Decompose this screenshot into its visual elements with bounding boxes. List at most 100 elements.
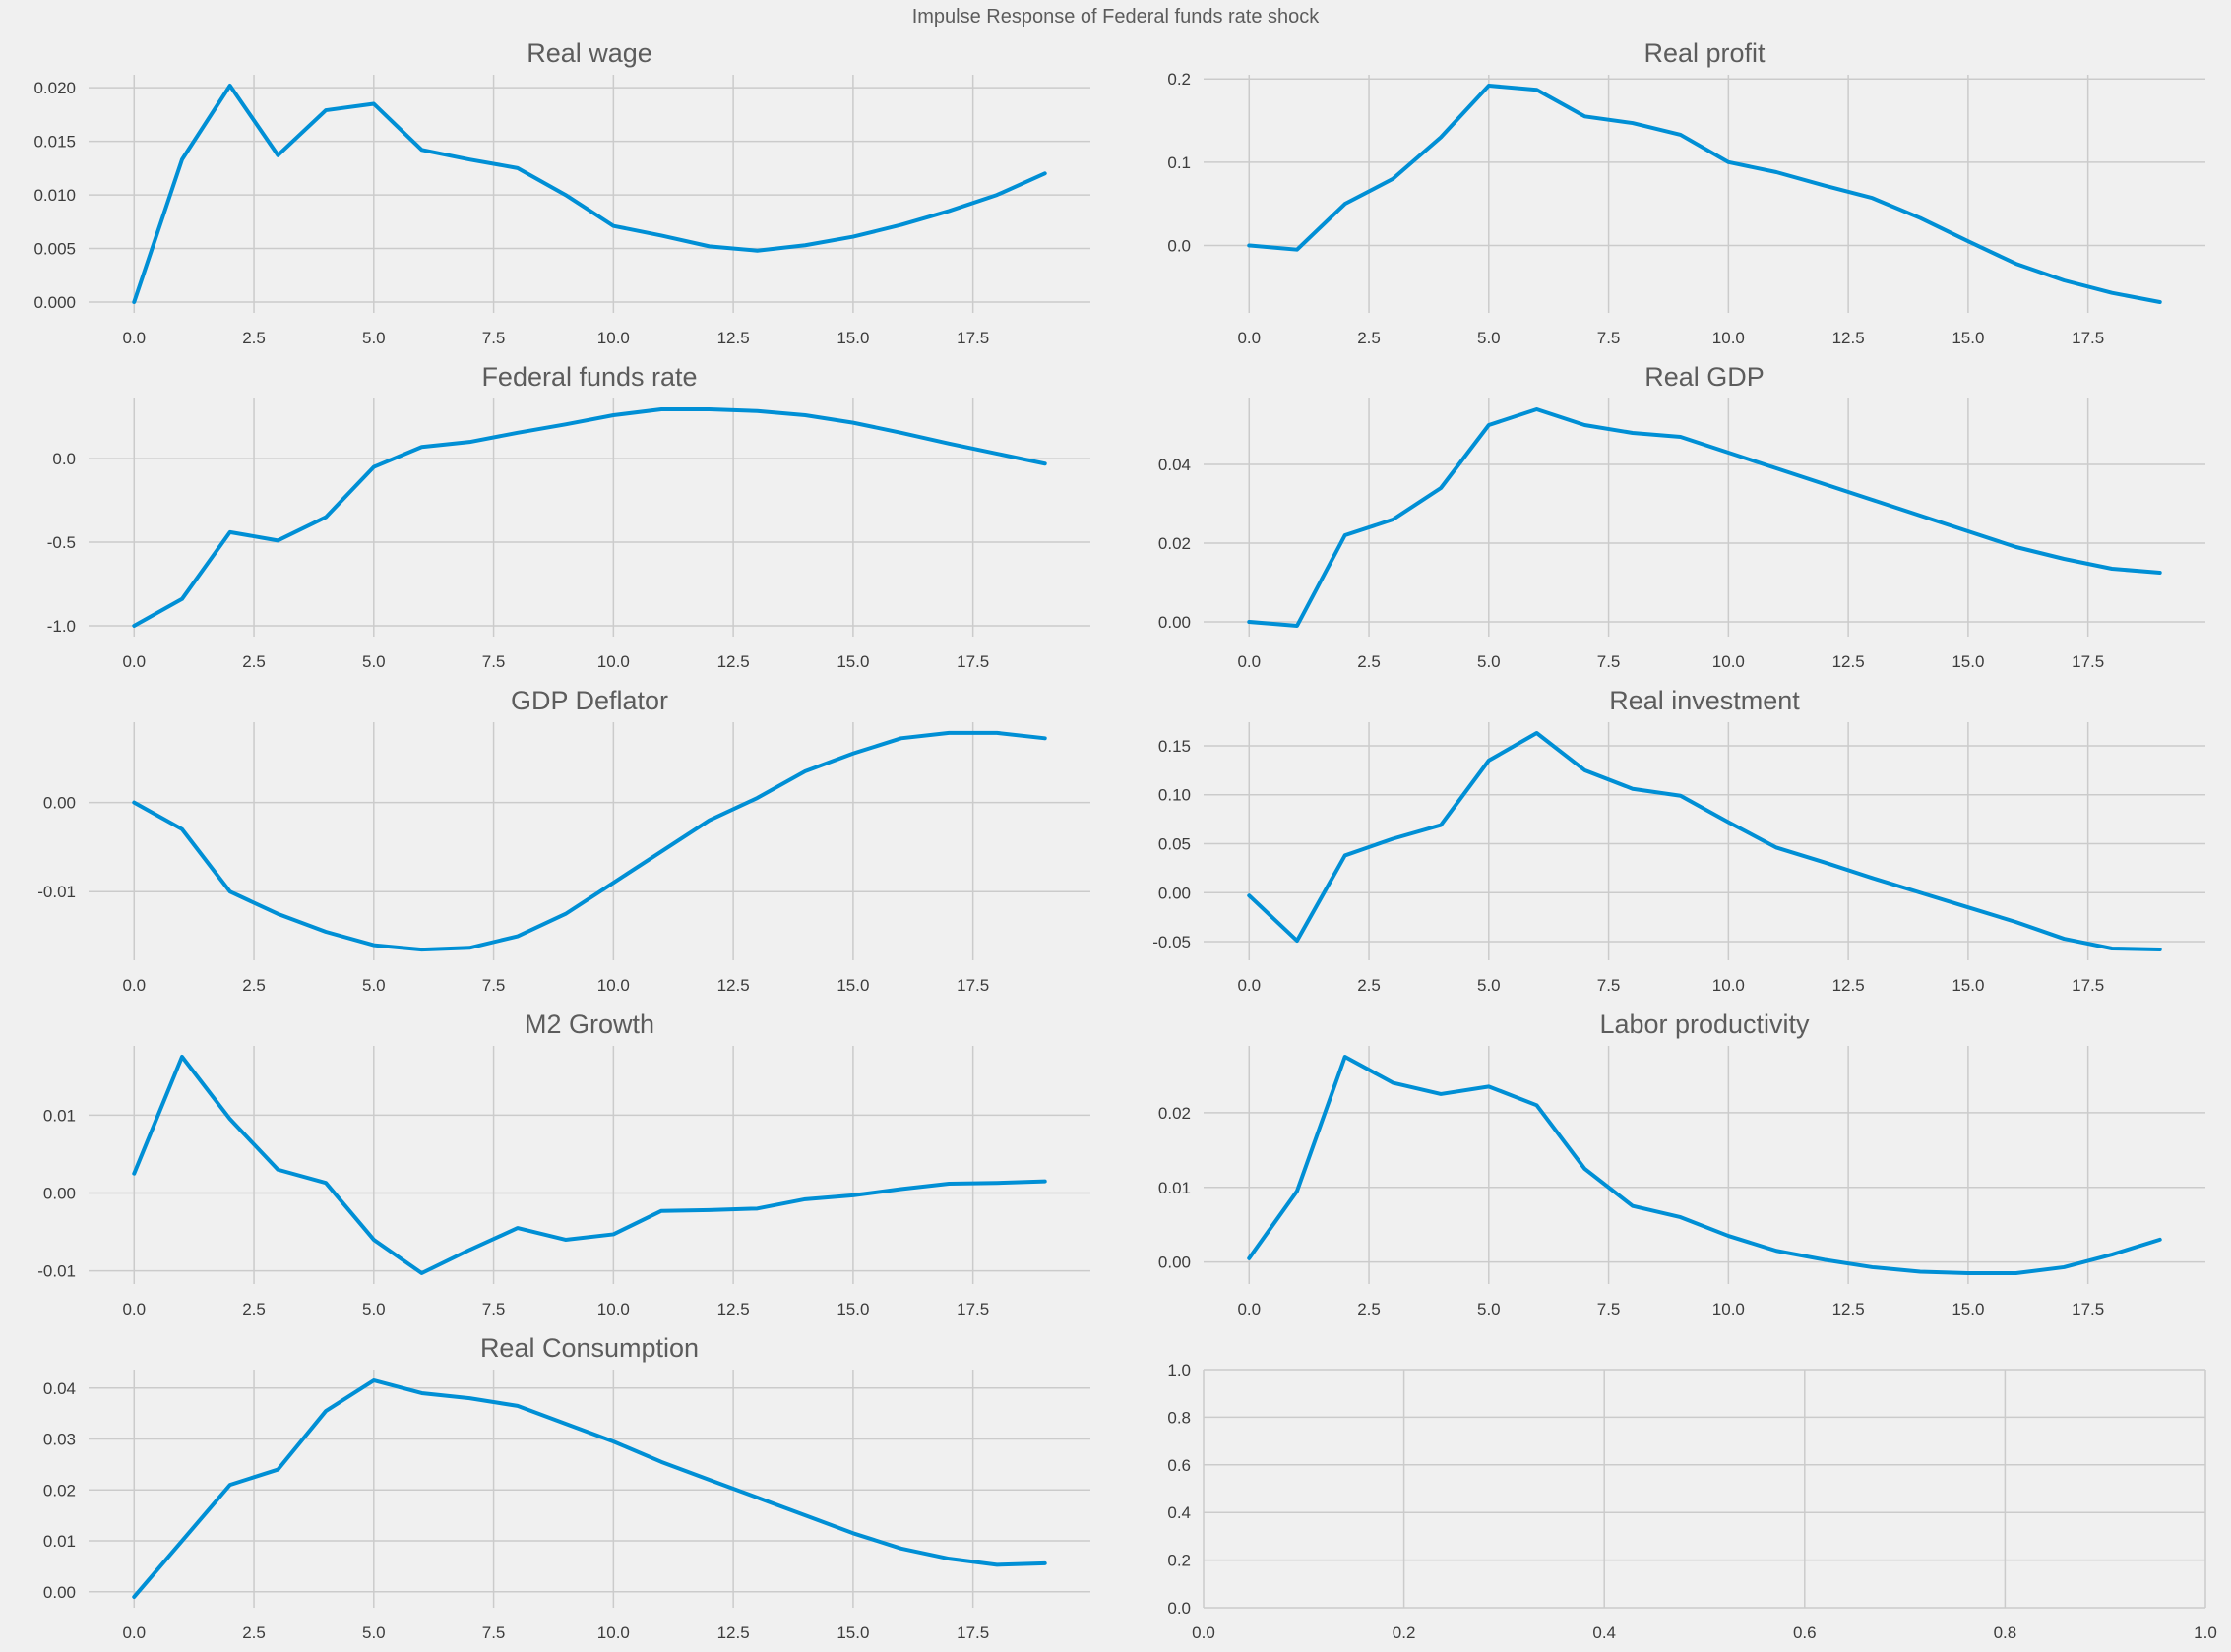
y-tick-label: 0.4 <box>1167 1503 1191 1522</box>
x-tick-label: 10.0 <box>597 652 630 671</box>
x-tick-label: 2.5 <box>1357 652 1381 671</box>
m2-growth-chart: 0.0 2.5 5.0 7.5 10.0 12.5 15.0 17.5 -0.01 0.00 0.0… <box>37 1046 1090 1318</box>
y-tick-label: 0.0 <box>1167 236 1191 255</box>
subplot-real-investment: Real investment 0.0 2.5 5.0 7.5 10.0 12.5 15.0… <box>1115 681 2231 1005</box>
subplot-real-consumption: Real Consumption 0.0 2.5 5.0 7.5 10.0 12.5 15.… <box>0 1328 1115 1652</box>
y-tick-label: 0.04 <box>1158 456 1191 474</box>
y-tick-label: 0.04 <box>43 1379 76 1398</box>
x-tick-label: 2.5 <box>242 976 266 995</box>
subplot-real-profit: Real profit 0.0 2.5 5.0 7.5 10.0 12.5 15.0 17.5… <box>1115 33 2231 357</box>
x-tick-label: 7.5 <box>482 652 506 671</box>
x-tick-label: 7.5 <box>482 976 506 995</box>
x-tick-label: 5.0 <box>1477 1300 1501 1318</box>
x-tick-label: 2.5 <box>242 1623 266 1642</box>
x-tick-label: 7.5 <box>482 329 506 347</box>
x-tick-label: 10.0 <box>597 1623 630 1642</box>
x-tick-label: 17.5 <box>2072 1300 2104 1318</box>
real-gdp-chart: 0.0 2.5 5.0 7.5 10.0 12.5 15.0 17.5 0.00 0.02 0.04 <box>1158 398 2205 671</box>
x-tick-label: 10.0 <box>597 1300 630 1318</box>
y-tick-label: 0.8 <box>1167 1408 1191 1427</box>
y-tick-label: 0.00 <box>1158 884 1191 902</box>
y-tick-label: -0.01 <box>37 1262 76 1281</box>
subplot-m2-growth: M2 Growth 0.0 2.5 5.0 7.5 10.0 12.5 15.0 17.5 -0… <box>0 1005 1115 1328</box>
x-tick-label: 10.0 <box>1712 652 1745 671</box>
x-tick-label: 17.5 <box>2072 976 2104 995</box>
x-tick-label: 15.0 <box>837 652 869 671</box>
series-line <box>1247 731 2162 951</box>
x-tick-label: 10.0 <box>1712 329 1745 347</box>
x-tick-label: 0.0 <box>1192 1623 1215 1642</box>
y-tick-label: 0.15 <box>1158 737 1191 756</box>
x-tick-label: 10.0 <box>1712 976 1745 995</box>
x-tick-label: 17.5 <box>957 652 989 671</box>
subplot-empty: 0.0 0.2 0.4 0.6 0.8 1.0 0.0 0.2 0.4 0.6 0.8 1.0 <box>1115 1328 2231 1652</box>
subplot-real-wage: Real wage 0.0 2.5 5.0 7.5 10.0 12.5 15.0 17.5 0.… <box>0 33 1115 357</box>
y-tick-label: -1.0 <box>47 617 76 636</box>
gdp-deflator-chart: 0.0 2.5 5.0 7.5 10.0 12.5 15.0 17.5 -0.01 0.00 <box>37 722 1090 995</box>
subplot-real-gdp: Real GDP 0.0 2.5 5.0 7.5 10.0 12.5 15.0 17.5 0.0… <box>1115 357 2231 681</box>
x-tick-label: 2.5 <box>242 1300 266 1318</box>
series-line <box>1247 84 2162 304</box>
y-tick-label: 0.005 <box>33 240 76 259</box>
x-tick-label: 7.5 <box>1597 329 1621 347</box>
federal-funds-rate-chart: 0.0 2.5 5.0 7.5 10.0 12.5 15.0 17.5 -1.0 -0.5 0.0 <box>47 398 1090 671</box>
x-tick-label: 5.0 <box>362 1623 386 1642</box>
x-tick-label: 7.5 <box>482 1623 506 1642</box>
y-tick-label: 0.00 <box>43 794 76 813</box>
x-tick-label: 0.0 <box>122 976 146 995</box>
y-tick-label: -0.5 <box>47 533 76 552</box>
x-tick-label: 5.0 <box>362 652 386 671</box>
y-tick-label: 0.2 <box>1167 70 1191 89</box>
series-line <box>132 84 1047 304</box>
y-tick-label: 0.015 <box>33 133 76 152</box>
y-tick-label: 0.6 <box>1167 1456 1191 1475</box>
y-tick-label: -0.05 <box>1152 933 1191 951</box>
x-tick-label: 5.0 <box>1477 329 1501 347</box>
x-tick-label: 15.0 <box>1952 1300 1984 1318</box>
x-tick-label: 17.5 <box>957 1300 989 1318</box>
x-tick-label: 5.0 <box>362 976 386 995</box>
x-tick-label: 17.5 <box>957 1623 989 1642</box>
real-investment-chart: 0.0 2.5 5.0 7.5 10.0 12.5 15.0 17.5 -0.05 0.00 0.0… <box>1152 722 2205 995</box>
series-line <box>1247 407 2162 628</box>
series-line <box>132 730 1047 952</box>
y-tick-label: 0.02 <box>1158 1104 1191 1123</box>
x-tick-label: 0.0 <box>1237 652 1261 671</box>
x-tick-label: 2.5 <box>242 329 266 347</box>
y-tick-label: 0.05 <box>1158 834 1191 853</box>
x-tick-label: 12.5 <box>1832 652 1865 671</box>
series-line <box>132 1055 1047 1275</box>
y-tick-label: 0.000 <box>33 293 76 312</box>
x-tick-label: 12.5 <box>1832 976 1865 995</box>
y-tick-label: 0.0 <box>52 450 76 468</box>
x-tick-label: 10.0 <box>1712 1300 1745 1318</box>
x-tick-label: 5.0 <box>362 1300 386 1318</box>
x-tick-label: 15.0 <box>1952 329 1984 347</box>
x-tick-label: 10.0 <box>597 329 630 347</box>
x-tick-label: 17.5 <box>957 329 989 347</box>
y-tick-label: 0.0 <box>1167 1599 1191 1618</box>
x-tick-label: 17.5 <box>2072 652 2104 671</box>
series-line <box>132 1378 1047 1599</box>
x-tick-label: 5.0 <box>1477 652 1501 671</box>
x-tick-label: 0.0 <box>122 652 146 671</box>
x-tick-label: 12.5 <box>717 329 750 347</box>
x-tick-label: 0.4 <box>1592 1623 1616 1642</box>
y-tick-label: 0.03 <box>43 1431 76 1449</box>
real-wage-chart: 0.0 2.5 5.0 7.5 10.0 12.5 15.0 17.5 0.000 0.005 0.… <box>33 75 1090 347</box>
x-tick-label: 5.0 <box>362 329 386 347</box>
real-consumption-chart: 0.0 2.5 5.0 7.5 10.0 12.5 15.0 17.5 0.00 0.01 0.02… <box>43 1370 1090 1642</box>
y-tick-label: 0.00 <box>1158 1254 1191 1272</box>
subplot-grid: Real wage 0.0 2.5 5.0 7.5 10.0 12.5 15.0 17.5 0.… <box>0 33 2231 1652</box>
x-tick-label: 5.0 <box>1477 976 1501 995</box>
series-line <box>132 407 1047 628</box>
subplot-labor-productivity: Labor productivity 0.0 2.5 5.0 7.5 10.0 12.5 1… <box>1115 1005 2231 1328</box>
x-tick-label: 15.0 <box>837 976 869 995</box>
x-tick-label: 12.5 <box>717 1300 750 1318</box>
x-tick-label: 15.0 <box>837 1300 869 1318</box>
y-tick-label: 0.1 <box>1167 153 1191 172</box>
x-tick-label: 12.5 <box>1832 1300 1865 1318</box>
x-tick-label: 17.5 <box>957 976 989 995</box>
figure-suptitle: Impulse Response of Federal funds rate s… <box>911 6 1320 28</box>
